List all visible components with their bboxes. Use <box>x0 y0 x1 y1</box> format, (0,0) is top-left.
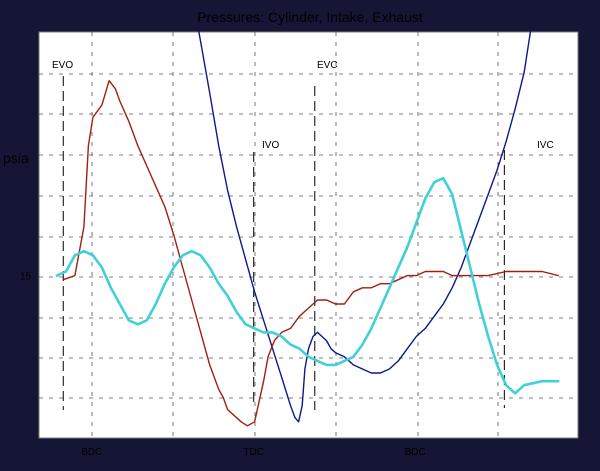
chart-title: Pressures: Cylinder, Intake, Exhaust <box>197 9 423 25</box>
marker-label-ivo: IVO <box>262 140 279 151</box>
series-intake-line <box>55 176 560 395</box>
marker-label-evc: EVC <box>317 60 338 71</box>
x-tick-label-1: TDC <box>243 447 264 458</box>
y-axis-label: psia <box>3 150 29 166</box>
marker-label-ivc: IVC <box>537 140 554 151</box>
series-exhaust-line <box>62 80 559 427</box>
series-lines <box>55 31 560 427</box>
series-cylinder-line <box>198 31 532 423</box>
x-tick-label-2: BDC <box>405 447 426 458</box>
grid <box>39 32 578 438</box>
plot-area <box>38 31 579 439</box>
marker-label-evo: EVO <box>52 60 73 71</box>
event-markers: EVO IVO EVC IVC <box>52 60 554 410</box>
x-tick-label-0: BDC <box>81 447 102 458</box>
tick-labels: 15 BDC TDC BDC <box>20 272 426 458</box>
y-tick-label-0: 15 <box>20 272 32 283</box>
